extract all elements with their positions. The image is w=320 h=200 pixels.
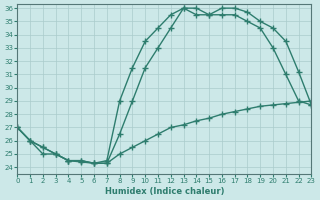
- X-axis label: Humidex (Indice chaleur): Humidex (Indice chaleur): [105, 187, 224, 196]
